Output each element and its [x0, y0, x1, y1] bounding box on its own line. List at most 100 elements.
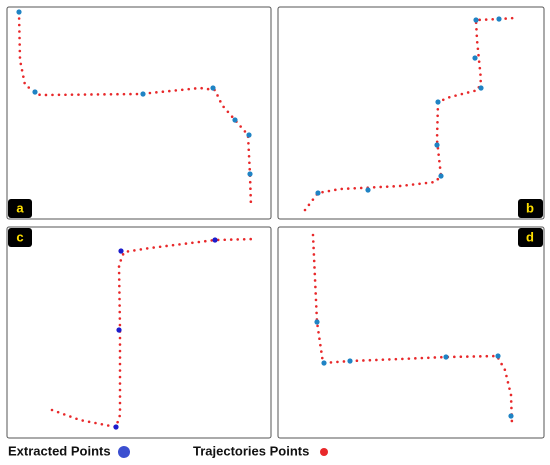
extracted-point [315, 190, 321, 196]
trajectory-point [317, 330, 320, 334]
trajectory-point [459, 355, 463, 359]
trajectory-point [435, 133, 439, 137]
trajectory-point [57, 93, 61, 97]
trajectory-point [218, 100, 222, 103]
extracted-point [434, 142, 440, 148]
trajectory-point [247, 154, 251, 158]
trajectory-point [90, 93, 93, 96]
trajectory-point [19, 62, 23, 66]
trajectory-point [193, 87, 197, 90]
trajectory-point [148, 91, 152, 95]
trajectories [16, 9, 514, 430]
trajectory-point [145, 247, 149, 250]
extracted-point [495, 353, 501, 359]
trajectory-point [500, 362, 503, 366]
trajectory-point [139, 248, 143, 251]
trajectory-point [161, 90, 165, 94]
trajectory-point [418, 182, 421, 186]
trajectory-point [420, 356, 424, 360]
trajectory-point [320, 350, 323, 353]
trajectory-point [372, 185, 376, 189]
trajectory-point [394, 357, 398, 361]
trajectory-point [94, 421, 97, 425]
trajectory-point [303, 208, 307, 212]
trajectory-point [118, 323, 122, 327]
trajectory-point [83, 93, 87, 96]
trajectory-point [116, 420, 119, 424]
trajectory-point [216, 238, 220, 242]
trajectory-point [355, 359, 359, 363]
trajectory-point [129, 92, 132, 96]
trajectory-point [17, 17, 21, 20]
trajectory-point [133, 249, 136, 252]
trajectory-point [50, 408, 54, 412]
trajectory-point [22, 75, 25, 78]
trajectory-point [64, 93, 67, 97]
trajectory-point [475, 27, 478, 31]
extracted-point [118, 248, 124, 254]
trajectory-point [20, 68, 24, 72]
panel-tag-bg [518, 199, 543, 218]
trajectory-point [171, 243, 175, 247]
trajectory-point [180, 88, 184, 92]
legend-label: Trajectories Points [193, 443, 309, 458]
trajectory-point [312, 246, 315, 250]
trajectory-point [473, 89, 476, 93]
trajectory-point [398, 184, 402, 188]
trajectory-point [118, 284, 121, 288]
trajectory-point [109, 92, 113, 96]
trajectory-point [506, 381, 510, 384]
trajectory-point [248, 180, 252, 184]
trajectory-point [103, 93, 106, 96]
extracted-point [321, 360, 327, 366]
trajectory-point [18, 36, 21, 40]
trajectory-point [229, 238, 233, 241]
trajectory-point [100, 422, 104, 426]
extracted-point [347, 358, 353, 364]
trajectory-point [247, 141, 250, 145]
trajectory-point [436, 177, 440, 181]
trajectory-point [197, 240, 201, 244]
extracted-point [472, 55, 478, 61]
extracted-point [113, 424, 119, 430]
trajectory-point [248, 161, 251, 165]
extracted-point [496, 16, 502, 22]
trajectory-point [126, 250, 130, 253]
trajectory-point [223, 238, 227, 242]
trajectory-point [353, 186, 357, 190]
trajectory-point [492, 354, 495, 358]
trajectory-point [18, 43, 21, 46]
trajectory-point [438, 166, 442, 169]
trajectory-point [81, 419, 85, 422]
trajectory-point [17, 23, 21, 27]
trajectory-point [321, 190, 324, 194]
trajectory-point [510, 16, 514, 20]
trajectory-point [379, 185, 382, 189]
trajectory-point [314, 285, 317, 289]
trajectory-point [249, 187, 252, 191]
trajectory-point [318, 337, 321, 341]
trajectory-point [453, 355, 456, 359]
panel-tag: c [16, 229, 23, 244]
trajectory-point [27, 86, 31, 89]
trajectory-point [118, 317, 122, 320]
trajectory-point [307, 203, 311, 207]
trajectory-point [70, 93, 74, 96]
trajectory-point [226, 110, 230, 114]
panel-tag-bg [8, 228, 32, 247]
trajectory-point [236, 238, 240, 241]
trajectory-point [414, 357, 417, 360]
trajectory-point [431, 180, 434, 184]
panel-tag-bg [518, 228, 543, 247]
trajectory-point [405, 183, 408, 187]
extracted-point [116, 327, 122, 333]
extracted-point [314, 319, 320, 325]
trajectory-point [249, 200, 253, 204]
trajectory-point [118, 401, 122, 405]
extracted-point [232, 117, 238, 123]
trajectory-point [118, 395, 122, 398]
trajectory-point [437, 153, 440, 156]
trajectory-point [435, 140, 439, 144]
extracted-point [473, 17, 479, 23]
trajectory-point [385, 185, 389, 188]
